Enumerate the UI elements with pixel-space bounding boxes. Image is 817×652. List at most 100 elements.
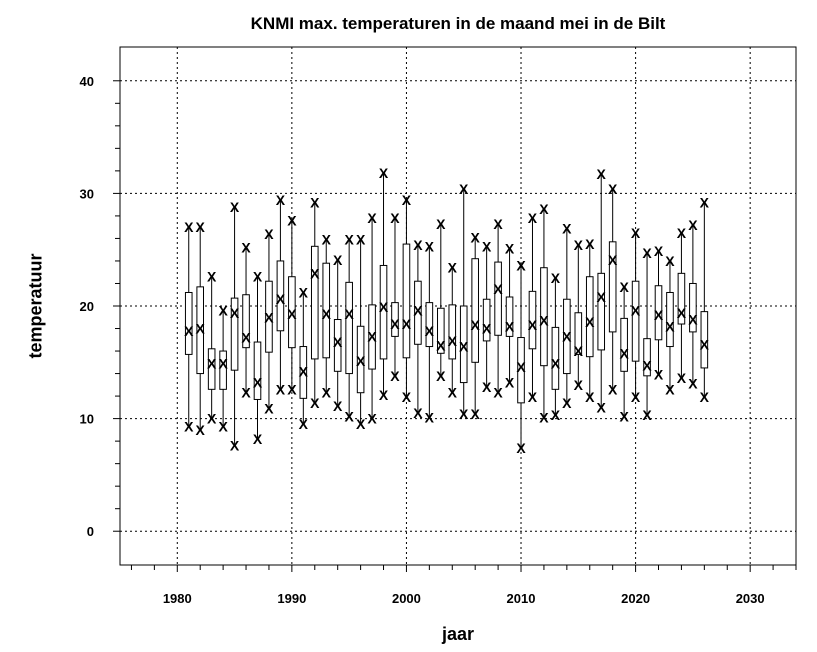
box-2022: X X X [654,243,664,383]
min-marker: X [551,407,561,423]
min-marker: X [402,389,412,405]
median-marker: X [379,299,389,315]
min-marker: X [619,408,629,424]
box-1988: X X X [264,226,274,417]
median-marker: X [493,281,503,297]
median-marker: X [574,343,584,359]
box-1985: X X X [230,199,240,454]
box-body [643,338,651,377]
min-marker: X [344,408,354,424]
min-marker: X [574,377,584,393]
box-1992: X X X [310,194,320,410]
min-marker: X [425,409,435,425]
median-marker: X [207,355,217,371]
median-marker: X [322,306,332,322]
box-body [322,262,331,359]
max-marker: X [665,253,675,269]
grid-lines [120,47,796,565]
max-marker: X [631,225,641,241]
max-marker: X [425,238,435,254]
box-2020: X X X [631,225,641,405]
box-body [494,261,502,336]
max-marker: X [344,232,354,248]
median-marker: X [253,375,263,391]
min-marker: X [608,381,618,397]
box-2025: X X X [688,217,698,392]
y-tick-label: 20 [80,299,94,314]
min-marker: X [471,406,481,422]
max-marker: X [333,252,343,268]
max-marker: X [528,210,538,226]
max-marker: X [677,225,687,241]
min-marker: X [505,375,515,391]
x-tick-label: 2030 [736,591,765,606]
box-2016: X X X [585,236,595,405]
min-marker: X [390,368,400,384]
median-marker: X [608,252,618,268]
box-body [425,302,434,348]
max-marker: X [459,181,469,197]
box-body [471,258,479,363]
median-marker: X [700,336,710,352]
min-marker: X [688,376,698,392]
box-body [540,267,548,367]
box-2021: X X X [642,245,652,423]
box-body [253,341,262,400]
max-marker: X [688,217,698,233]
min-marker: X [654,367,664,383]
chart-title: KNMI max. temperaturen in de maand mei i… [250,14,666,33]
median-marker: X [196,321,206,337]
min-marker: X [333,398,343,414]
x-tick-label: 2010 [507,591,536,606]
box-2024: X X X [677,225,687,386]
median-marker: X [344,306,354,322]
max-marker: X [287,212,297,228]
box-2011: X X X [528,210,538,405]
box-body [184,291,193,355]
max-marker: X [597,166,607,182]
min-marker: X [367,411,377,427]
box-body [654,285,663,341]
box-2002: X X X [425,238,435,425]
median-marker: X [184,323,194,339]
median-marker: X [241,330,251,346]
min-marker: X [230,438,240,454]
min-marker: X [253,431,263,447]
box-body [563,298,571,375]
y-tick-label: 30 [80,186,94,201]
boxes: XXXXXXXXXXXXXXXXXXXXXXXXXXXXXXXXXXXXXXXX… [184,165,710,456]
x-tick-label: 1990 [277,591,306,606]
box-2014: X X X [562,220,572,411]
max-marker: X [654,243,664,259]
max-marker: X [230,199,240,215]
box-2017: X X X [597,166,607,415]
max-marker: X [436,216,446,232]
box-body [414,280,422,345]
box-body [689,282,697,333]
max-marker: X [379,165,389,181]
y-tick-label: 0 [87,524,94,539]
min-marker: X [196,422,206,438]
min-marker: X [631,389,641,405]
median-marker: X [333,334,343,350]
box-body [333,319,342,372]
median-marker: X [356,353,366,369]
max-marker: X [574,237,584,253]
max-marker: X [276,192,286,208]
box-body [368,304,376,370]
box-body [196,286,205,375]
box-2012: X X X [539,201,549,425]
min-marker: X [528,389,538,405]
max-marker: X [539,201,549,217]
median-marker: X [585,314,595,330]
box-1999: X X X [390,210,400,384]
box-2023: X X X [665,253,675,397]
max-marker: X [619,279,629,295]
median-marker: X [448,333,458,349]
median-marker: X [413,303,423,319]
median-marker: X [539,313,549,329]
median-marker: X [482,321,492,337]
box-body [207,348,216,390]
box-1991: X X X [299,284,309,432]
median-marker: X [264,309,274,325]
